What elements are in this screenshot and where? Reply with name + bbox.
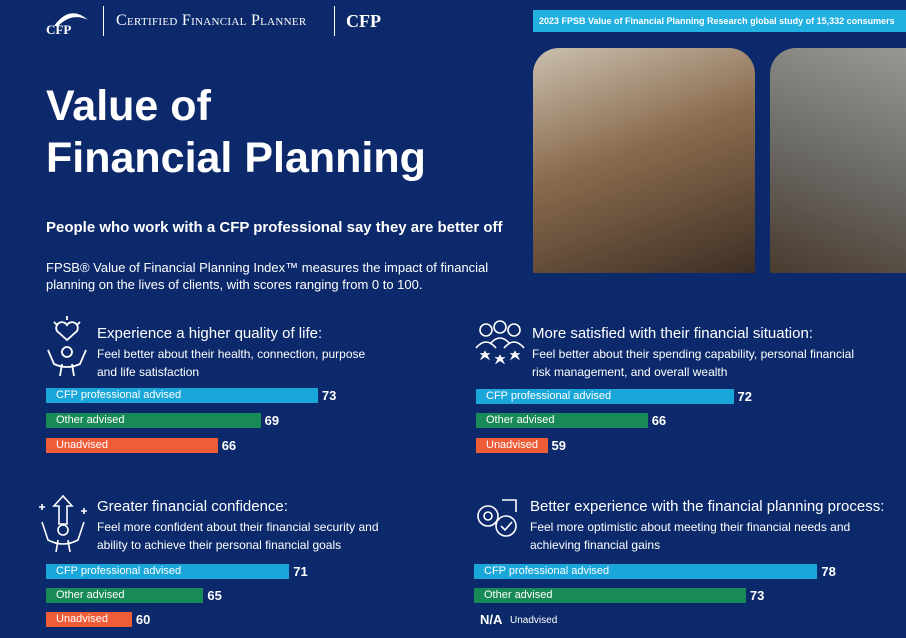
- icon: [475, 320, 525, 365]
- value-label: 60: [135, 612, 151, 627]
- bar-label: Unadvised: [56, 613, 108, 625]
- bar: [476, 413, 648, 428]
- title-line: Financial Planning: [46, 134, 426, 182]
- banner: 2023 FPSB Value of Financial Planning Re…: [533, 10, 906, 32]
- icon: [477, 499, 517, 537]
- bar: [474, 564, 818, 579]
- bar-label: Unadvised: [56, 439, 108, 451]
- bar-label: CFP professional advised: [56, 389, 182, 401]
- value-label: 71: [293, 564, 308, 579]
- photo: [770, 48, 906, 273]
- value-label: 59: [551, 438, 566, 453]
- bar: [46, 612, 132, 627]
- intro: FPSB® Value of Financial Planning Index™…: [46, 260, 489, 292]
- bar-label: Other advised: [486, 414, 555, 426]
- icon: [47, 316, 87, 377]
- value-label: 65: [207, 588, 222, 603]
- bar: [46, 388, 318, 403]
- value-label: 78: [821, 564, 836, 579]
- bar: [46, 588, 204, 603]
- bar-label: Unadvised: [486, 439, 538, 451]
- bar-label: CFP professional advised: [56, 565, 182, 577]
- value-label: 73: [321, 388, 337, 403]
- subtitle: People who work with a CFP professional …: [46, 219, 503, 236]
- bar-label: CFP professional advised: [484, 565, 610, 577]
- value-label: 72: [737, 389, 752, 404]
- brand-mark: CFP: [346, 11, 381, 31]
- bar-label: Unadvised: [510, 615, 558, 626]
- divider: [103, 6, 104, 36]
- value-label: 69: [264, 413, 280, 428]
- value-label: 66: [651, 413, 667, 428]
- value-label: N/A: [480, 612, 503, 627]
- panel-description: Feel more optimistic about meeting their…: [530, 520, 851, 552]
- panel-description: Feel better about their health, connecti…: [97, 347, 366, 379]
- value-label: 73: [749, 588, 765, 603]
- panel-heading: More satisfied with their financial situ…: [532, 325, 813, 342]
- panel-heading: Greater financial confidence:: [97, 498, 288, 515]
- divider: [334, 6, 335, 36]
- title: Value of Financial Planning: [46, 80, 426, 184]
- bar-label: Other advised: [56, 589, 125, 601]
- title-line: Value of: [46, 82, 211, 130]
- bar: [476, 389, 734, 404]
- bar: [46, 564, 290, 579]
- brand: Certified Financial Planner: [116, 12, 307, 29]
- icon: [39, 494, 87, 553]
- panel-description: Feel better about their spending capabil…: [532, 347, 854, 379]
- value-label: 66: [221, 438, 237, 453]
- logo: CFP: [46, 22, 72, 37]
- bar-label: Other advised: [56, 414, 125, 426]
- bar: [476, 438, 548, 453]
- logo-mark: [54, 13, 88, 26]
- panel-heading: Better experience with the financial pla…: [530, 498, 885, 515]
- panel-heading: Experience a higher quality of life:: [97, 325, 323, 342]
- bar: [46, 413, 261, 428]
- panel-description: Feel more confident about their financia…: [97, 520, 379, 552]
- bar-label: Other advised: [484, 589, 553, 601]
- bar: [474, 588, 746, 603]
- photo: [533, 48, 755, 273]
- bar-label: CFP professional advised: [486, 390, 612, 402]
- bar: [46, 438, 218, 453]
